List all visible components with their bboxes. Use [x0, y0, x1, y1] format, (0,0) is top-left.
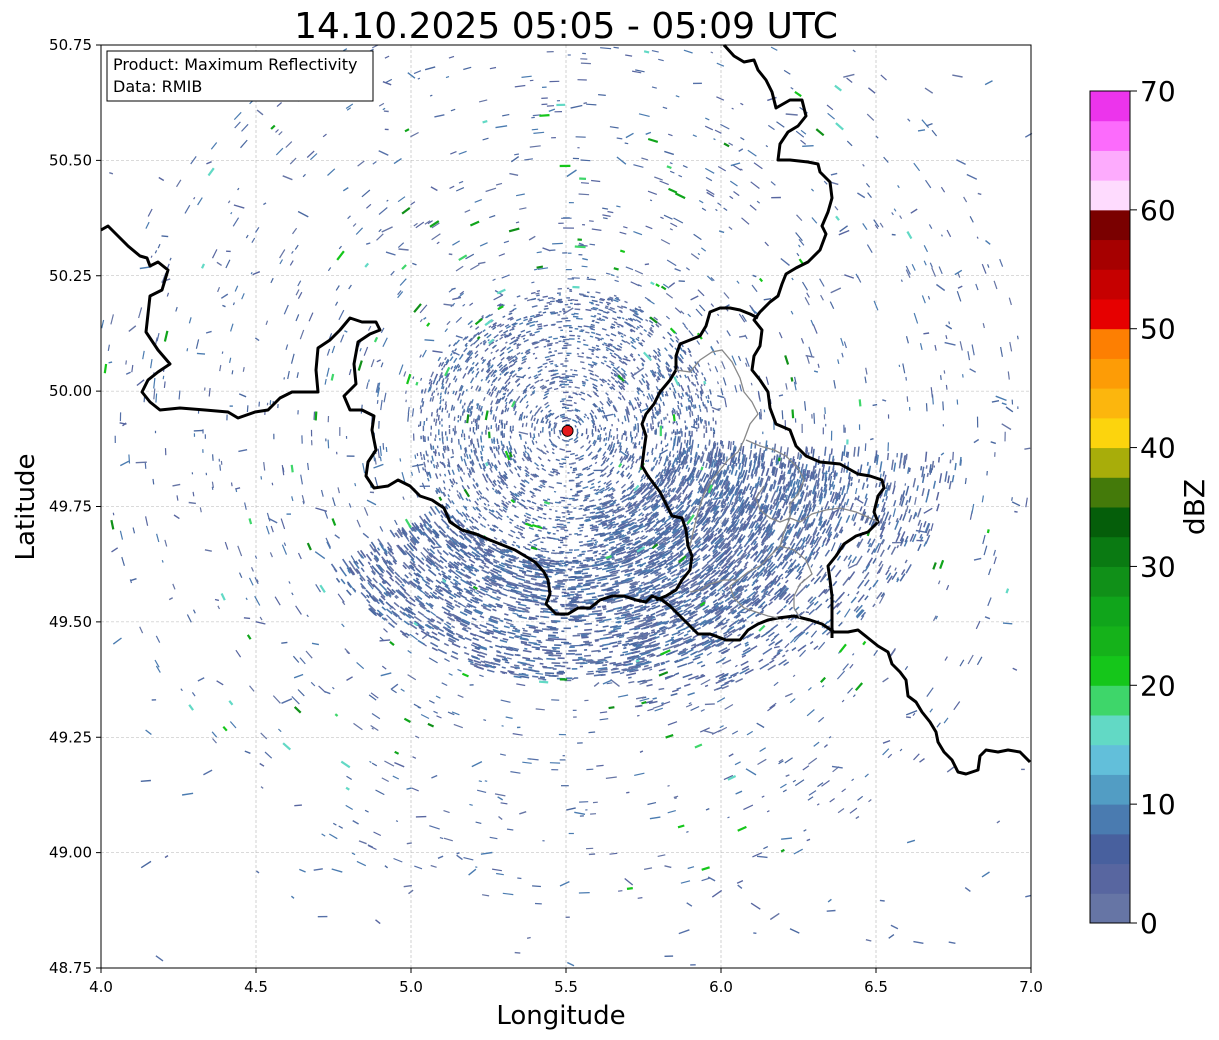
colorbar-segment	[1090, 715, 1130, 746]
y-tick-label: 48.75	[49, 959, 92, 977]
y-axis-ticks: 50.75 50.50 50.25 50.00 49.75 49.50 49.25 49.00…	[49, 36, 101, 977]
x-tick-label: 5.5	[554, 978, 578, 996]
colorbar-segments	[1090, 91, 1130, 924]
province-border-6	[755, 485, 791, 523]
x-tick-label: 4.5	[244, 978, 268, 996]
info-box: Product: Maximum Reflectivity Data: RMIB	[106, 50, 374, 102]
province-border-4	[779, 545, 813, 619]
colorbar-segment	[1090, 507, 1130, 538]
x-tick-label: 6.5	[864, 978, 888, 996]
x-tick-label: 5.0	[399, 978, 423, 996]
colorbar-tick-label: 30	[1140, 550, 1176, 583]
radar-echoes	[101, 44, 1033, 967]
y-tick-label: 50.75	[49, 36, 92, 54]
province-border-5	[689, 579, 738, 593]
y-tick-label: 50.00	[49, 382, 92, 400]
colorbar-segment	[1090, 447, 1130, 478]
info-box-frame	[106, 50, 374, 102]
y-axis-label: Latitude	[11, 453, 41, 560]
map-area: Product: Maximum Reflectivity Data: RMIB	[100, 43, 1033, 969]
colorbar-segment	[1090, 91, 1130, 122]
info-source: Data: RMIB	[113, 77, 202, 96]
x-axis-label: Longitude	[496, 1001, 625, 1031]
colorbar-segment	[1090, 685, 1130, 716]
province-borders	[675, 349, 879, 619]
country-borders	[100, 43, 1032, 776]
colorbar-segment	[1090, 150, 1130, 181]
y-tick-label: 49.25	[49, 728, 92, 746]
border-belgium-netherlands-luxembourg	[722, 43, 886, 638]
colorbar-segment	[1090, 804, 1130, 835]
map-title: 14.10.2025 05:05 - 05:09 UTC	[294, 6, 838, 47]
border-belgium-luxembourg-west	[640, 306, 759, 602]
colorbar-segment	[1090, 625, 1130, 657]
colorbar-segment	[1090, 863, 1130, 894]
colorbar-tick-label: 40	[1140, 432, 1176, 465]
y-tick-label: 49.50	[49, 613, 92, 631]
info-product: Product: Maximum Reflectivity	[113, 55, 357, 74]
colorbar-segment	[1090, 655, 1130, 686]
y-tick-label: 50.25	[49, 267, 92, 285]
x-axis-ticks: 4.0 4.5 5.0 5.5 6.0 6.5 7.0	[89, 968, 1043, 996]
colorbar-segment	[1090, 833, 1130, 865]
colorbar-segment	[1090, 566, 1130, 597]
colorbar-segment	[1090, 358, 1130, 389]
border-belgium-france-west	[100, 224, 1032, 776]
colorbar-segment	[1090, 774, 1130, 805]
colorbar-segment	[1090, 536, 1130, 567]
colorbar-segment	[1090, 269, 1130, 300]
y-tick-label: 49.00	[49, 844, 92, 862]
colorbar-ticks: 0 10 20 30 40 50 60 70	[1130, 75, 1176, 940]
colorbar-label: dBZ	[1178, 479, 1211, 535]
colorbar-segment	[1090, 328, 1130, 359]
y-tick-label: 50.50	[49, 151, 92, 169]
radar-site-marker	[561, 424, 574, 437]
colorbar-frame	[1089, 90, 1131, 924]
colorbar-segment	[1090, 417, 1130, 449]
y-tick-label: 49.75	[49, 498, 92, 516]
colorbar-segment	[1090, 299, 1130, 330]
colorbar-tick-label: 70	[1140, 75, 1176, 108]
colorbar-segment	[1090, 744, 1130, 775]
colorbar-segment	[1090, 209, 1130, 241]
colorbar-segment	[1090, 388, 1130, 419]
x-tick-label: 4.0	[89, 978, 113, 996]
colorbar-tick-label: 50	[1140, 313, 1176, 346]
x-tick-label: 6.0	[709, 978, 733, 996]
colorbar: 0 10 20 30 40 50 60 70 dBZ	[1089, 75, 1211, 940]
colorbar-tick-label: 60	[1140, 194, 1176, 227]
colorbar-segment	[1090, 596, 1130, 627]
colorbar-segment	[1090, 120, 1130, 151]
province-border-1	[675, 349, 759, 547]
colorbar-tick-label: 0	[1140, 907, 1158, 940]
colorbar-segment	[1090, 180, 1130, 211]
province-border-2	[745, 439, 879, 523]
x-tick-label: 7.0	[1019, 978, 1043, 996]
colorbar-segment	[1090, 893, 1130, 924]
colorbar-tick-label: 20	[1140, 669, 1176, 702]
colorbar-segment	[1090, 477, 1130, 508]
colorbar-segment	[1090, 239, 1130, 270]
colorbar-tick-label: 10	[1140, 788, 1176, 821]
